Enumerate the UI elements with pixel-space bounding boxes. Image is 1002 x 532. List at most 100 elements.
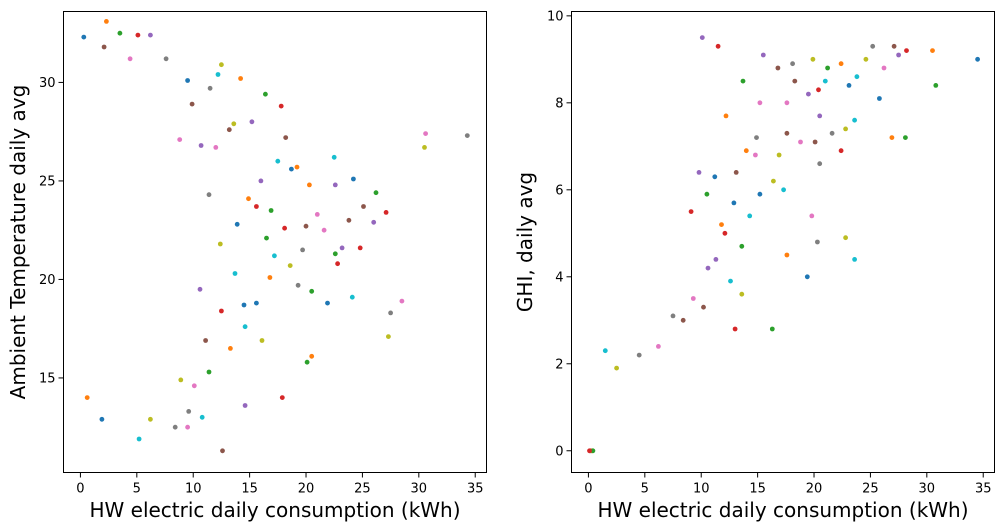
- right-data-point: [713, 257, 719, 262]
- right-scatter-panel: 0 5 10 15 20 25 30 35 0 2 4 6 8 10 HW electric daily…: [513, 9, 995, 522]
- left-data-point: [198, 143, 204, 148]
- left-data-point: [172, 424, 178, 430]
- left-data-point: [99, 416, 105, 422]
- right-data-point: [854, 74, 860, 80]
- left-data-point: [335, 261, 340, 267]
- right-data-point: [771, 178, 776, 184]
- right-data-point: [690, 296, 696, 301]
- left-x-tick-label: 30: [411, 482, 428, 497]
- left-data-point: [231, 121, 237, 127]
- left-data-point: [127, 56, 133, 62]
- right-data-point: [815, 239, 820, 245]
- right-data-point: [798, 139, 803, 145]
- left-data-point: [300, 247, 305, 253]
- left-data-point: [177, 137, 183, 143]
- left-data-point: [228, 346, 233, 351]
- right-y-tick-label: 8: [555, 96, 563, 111]
- left-data-point: [219, 62, 224, 68]
- left-data-point: [371, 219, 377, 225]
- left-data-point: [339, 245, 345, 251]
- right-data-point: [975, 56, 980, 62]
- left-data-point: [163, 56, 169, 62]
- left-data-point: [351, 176, 356, 182]
- right-data-point: [930, 48, 935, 53]
- left-plot-frame: [63, 11, 487, 473]
- left-x-tick-label: 5: [133, 482, 141, 497]
- right-points-layer: [587, 35, 980, 454]
- right-x-axis-label: HW electric daily consumption (kWh): [597, 498, 968, 522]
- left-data-point: [217, 241, 223, 247]
- left-points-layer: [81, 19, 470, 454]
- right-data-point: [810, 56, 816, 62]
- right-data-point: [903, 135, 908, 141]
- left-data-point: [189, 101, 195, 107]
- right-data-point: [825, 65, 830, 71]
- left-data-point: [232, 271, 238, 276]
- left-y-tick-label: 15: [39, 371, 56, 386]
- left-data-point: [423, 131, 428, 137]
- left-data-point: [399, 298, 405, 304]
- left-data-point: [264, 235, 269, 241]
- left-data-point: [215, 72, 221, 77]
- right-data-point: [704, 191, 710, 197]
- right-data-point: [863, 56, 869, 62]
- right-data-point: [806, 91, 811, 97]
- right-y-tick-label: 10: [547, 9, 564, 24]
- left-data-point: [199, 414, 205, 420]
- left-data-point: [331, 154, 337, 160]
- right-plot-frame: [571, 11, 995, 473]
- right-data-point: [838, 148, 844, 154]
- left-data-point: [203, 338, 209, 343]
- right-data-point: [776, 152, 782, 158]
- left-data-point: [148, 416, 153, 422]
- right-data-point: [889, 135, 895, 141]
- right-data-point: [781, 187, 786, 193]
- left-data-point: [304, 359, 310, 365]
- left-data-point: [185, 424, 191, 430]
- right-data-point: [688, 209, 694, 215]
- left-x-tick-label: 0: [76, 482, 84, 497]
- right-data-point: [602, 348, 608, 354]
- right-data-point: [732, 326, 738, 332]
- right-data-point: [670, 313, 676, 319]
- right-data-point: [816, 87, 821, 93]
- left-data-point: [178, 377, 184, 383]
- left-data-point: [241, 302, 247, 308]
- left-x-tick-label: 15: [241, 482, 258, 497]
- right-data-point: [696, 170, 702, 175]
- right-data-point: [792, 78, 798, 84]
- left-y-tick-label: 25: [39, 174, 56, 189]
- left-data-point: [267, 275, 273, 280]
- left-data-point: [101, 44, 107, 50]
- left-data-point: [263, 91, 268, 97]
- left-data-point: [282, 225, 287, 231]
- right-data-point: [904, 48, 909, 53]
- left-data-point: [303, 223, 309, 229]
- left-data-point: [422, 145, 427, 150]
- right-data-point: [739, 291, 745, 297]
- left-data-point: [272, 253, 277, 259]
- left-data-point: [289, 166, 294, 172]
- left-data-point: [136, 436, 142, 442]
- right-data-point: [699, 35, 705, 40]
- right-data-point: [809, 213, 815, 219]
- left-data-point: [148, 32, 153, 38]
- right-data-point: [590, 448, 596, 454]
- right-data-point: [804, 274, 810, 280]
- right-y-tick-label: 6: [555, 183, 563, 198]
- right-data-point: [712, 174, 718, 180]
- right-data-point: [881, 65, 887, 71]
- left-data-point: [283, 135, 289, 141]
- left-data-point: [186, 409, 192, 414]
- right-data-point: [852, 257, 857, 262]
- left-data-point: [234, 221, 240, 227]
- left-data-point: [373, 190, 379, 196]
- left-data-point: [104, 19, 109, 24]
- right-x-tick-label: 5: [641, 482, 649, 497]
- right-x-tick-label: 35: [975, 482, 992, 497]
- left-data-point: [346, 217, 352, 223]
- left-data-point: [258, 178, 264, 184]
- right-x-tick-label: 0: [584, 482, 592, 497]
- right-data-point: [896, 52, 901, 58]
